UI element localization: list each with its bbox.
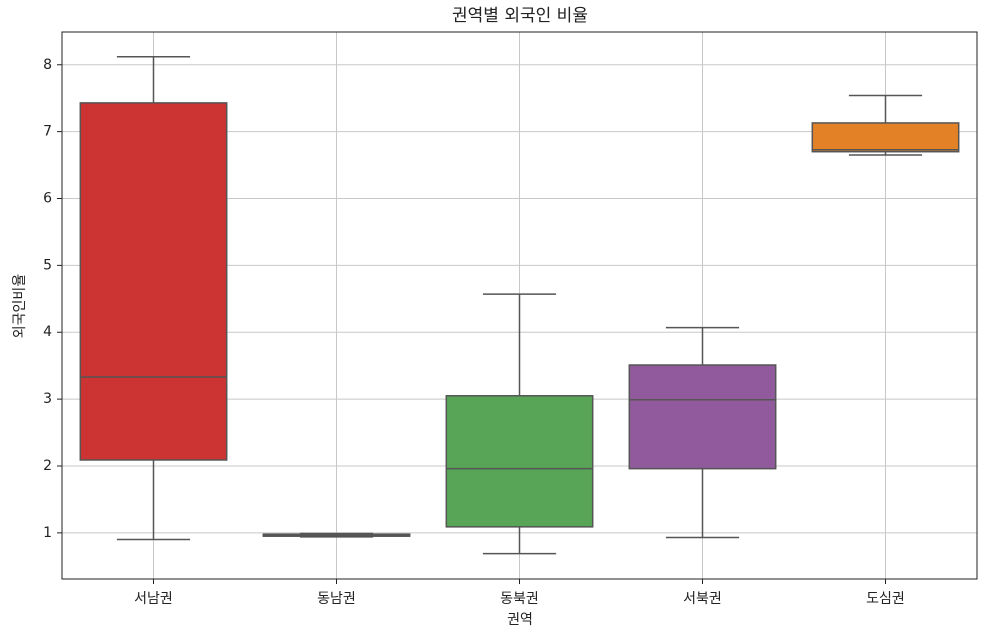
x-tick-label: 서북권 xyxy=(683,591,722,607)
y-axis-label: 외국인비율 xyxy=(12,274,28,339)
x-tick-label: 동남권 xyxy=(317,591,356,607)
x-tick-label: 동북권 xyxy=(500,591,539,607)
y-tick-label: 1 xyxy=(43,525,52,541)
y-tick-label: 4 xyxy=(43,324,52,340)
y-tick-label: 5 xyxy=(43,257,52,273)
y-tick-label: 8 xyxy=(43,57,52,73)
y-tick-label: 7 xyxy=(43,124,52,140)
y-tick-label: 6 xyxy=(43,191,52,207)
x-tick-label: 도심권 xyxy=(866,591,905,607)
box xyxy=(811,122,960,153)
y-tick-label: 2 xyxy=(43,458,52,474)
y-tick-label: 3 xyxy=(43,391,52,407)
chart-title: 권역별 외국인 비율 xyxy=(452,6,588,26)
x-axis-label: 권역 xyxy=(507,612,533,628)
x-tick-label: 서남권 xyxy=(134,591,173,607)
box xyxy=(79,102,228,461)
box xyxy=(445,395,594,528)
plot-frame xyxy=(61,31,978,580)
box xyxy=(628,364,777,470)
